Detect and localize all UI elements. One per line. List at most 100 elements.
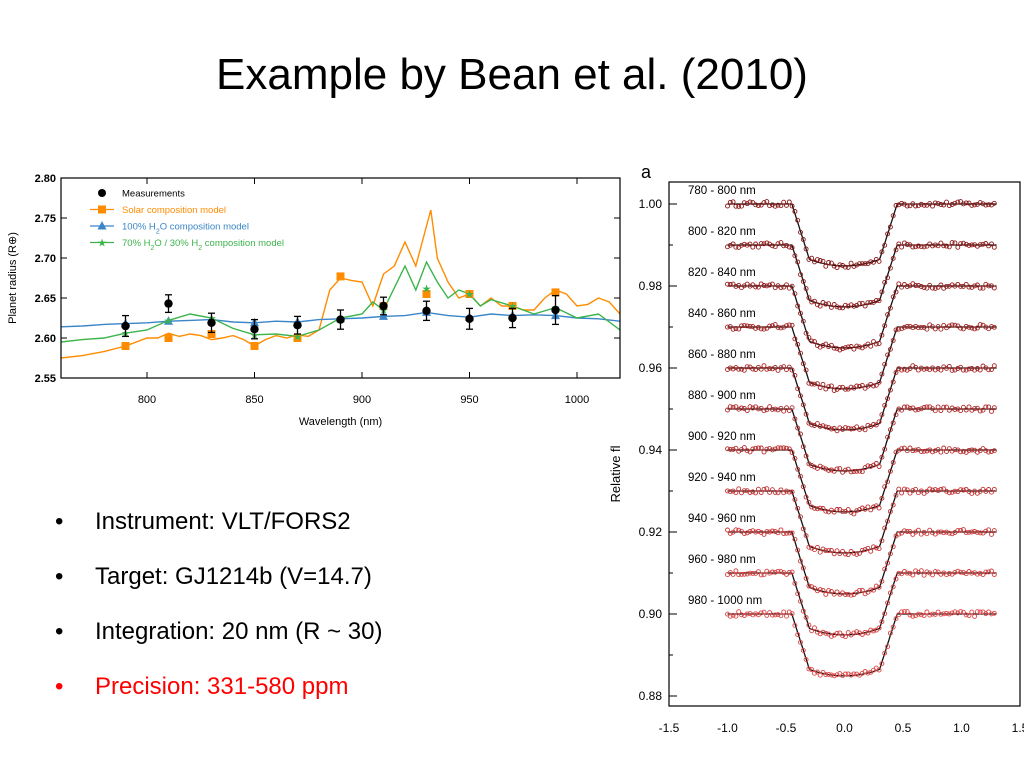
flux-point (918, 568, 924, 574)
flux-point (952, 240, 958, 246)
flux-point (758, 405, 764, 411)
flux-point (826, 548, 832, 554)
flux-point (792, 336, 798, 342)
flux-point (865, 670, 871, 676)
flux-point (803, 533, 809, 539)
y-tick-label: 0.96 (639, 361, 663, 375)
flux-point (924, 531, 930, 537)
flux-point (758, 241, 764, 247)
light-curve-8: 940 - 960 nm (688, 513, 997, 598)
y-tick-label: 0.94 (639, 443, 663, 457)
flux-point (789, 245, 795, 251)
flux-point (989, 367, 994, 372)
flux-point (879, 661, 885, 667)
flux-point (800, 402, 806, 408)
flux-point (927, 527, 933, 533)
flux-point (750, 570, 756, 576)
flux-point (769, 612, 775, 618)
flux-point (826, 384, 832, 390)
flux-point (946, 203, 952, 209)
flux-point (904, 242, 910, 247)
flux-point (772, 244, 778, 250)
flux-point (893, 327, 899, 333)
flux-point (927, 201, 933, 207)
flux-point (817, 385, 823, 390)
flux-point (913, 447, 919, 453)
flux-point (772, 365, 778, 370)
flux-point (845, 466, 851, 472)
flux-point (977, 285, 983, 291)
flux-point (826, 467, 832, 473)
flux-point (938, 487, 944, 492)
flux-point (871, 259, 876, 265)
flux-point (944, 449, 949, 454)
flux-point (834, 346, 840, 352)
flux-point (753, 325, 759, 331)
flux-point (890, 420, 896, 426)
flux-point (887, 265, 893, 271)
flux-point (952, 407, 958, 412)
flux-point (812, 259, 817, 265)
measurement-point (336, 315, 345, 324)
flux-point (960, 487, 966, 493)
flux-point (755, 203, 761, 208)
flux-point (845, 507, 851, 513)
flux-point (873, 422, 879, 428)
flux-point (826, 260, 832, 265)
flux-point (949, 489, 955, 495)
flux-point (963, 530, 969, 536)
flux-point (918, 365, 924, 371)
flux-point (955, 366, 961, 371)
x-tick-label: 0.5 (895, 721, 912, 735)
bullet-text: Instrument: VLT/FORS2 (95, 508, 351, 535)
flux-point (935, 243, 941, 249)
flux-point (921, 613, 927, 618)
light-curve-4: 860 - 880 nm (688, 349, 997, 434)
flux-point (890, 502, 896, 508)
flux-point (814, 544, 820, 550)
water-model-marker (164, 316, 173, 325)
flux-point (896, 366, 902, 372)
flux-point (775, 568, 781, 574)
flux-point (786, 530, 792, 536)
flux-point (755, 486, 761, 492)
flux-point (733, 244, 739, 250)
flux-point (868, 507, 874, 513)
flux-point (730, 571, 736, 577)
bullet-dot: • (55, 618, 64, 645)
flux-point (983, 448, 989, 454)
flux-point (887, 224, 893, 230)
flux-point (879, 454, 885, 460)
flux-point (820, 465, 826, 471)
flux-point (893, 203, 899, 208)
flux-point (786, 446, 792, 452)
flux-point (969, 529, 975, 535)
flux-point (823, 548, 829, 554)
flux-point (989, 489, 994, 495)
flux-point (871, 587, 876, 593)
flux-point (784, 367, 789, 373)
flux-point (750, 612, 756, 618)
flux-point (800, 361, 806, 367)
flux-point (871, 628, 876, 634)
flux-point (944, 283, 949, 289)
y-tick-label: 2.80 (35, 173, 56, 185)
flux-point (764, 407, 770, 413)
flux-point (733, 404, 739, 410)
flux-point (935, 529, 941, 535)
flux-point (828, 548, 834, 553)
flux-point (868, 463, 874, 469)
flux-point (935, 201, 941, 207)
flux-point (890, 584, 896, 590)
flux-point (991, 486, 997, 492)
flux-point (915, 282, 921, 288)
x-tick-label: 1000 (565, 394, 589, 406)
flux-point (918, 201, 924, 207)
flux-point (960, 201, 966, 207)
flux-point (904, 284, 910, 289)
band-label: 800 - 820 nm (688, 226, 756, 238)
flux-point (960, 326, 966, 332)
flux-point (789, 569, 795, 575)
flux-point (958, 364, 964, 370)
flux-point (845, 630, 851, 636)
